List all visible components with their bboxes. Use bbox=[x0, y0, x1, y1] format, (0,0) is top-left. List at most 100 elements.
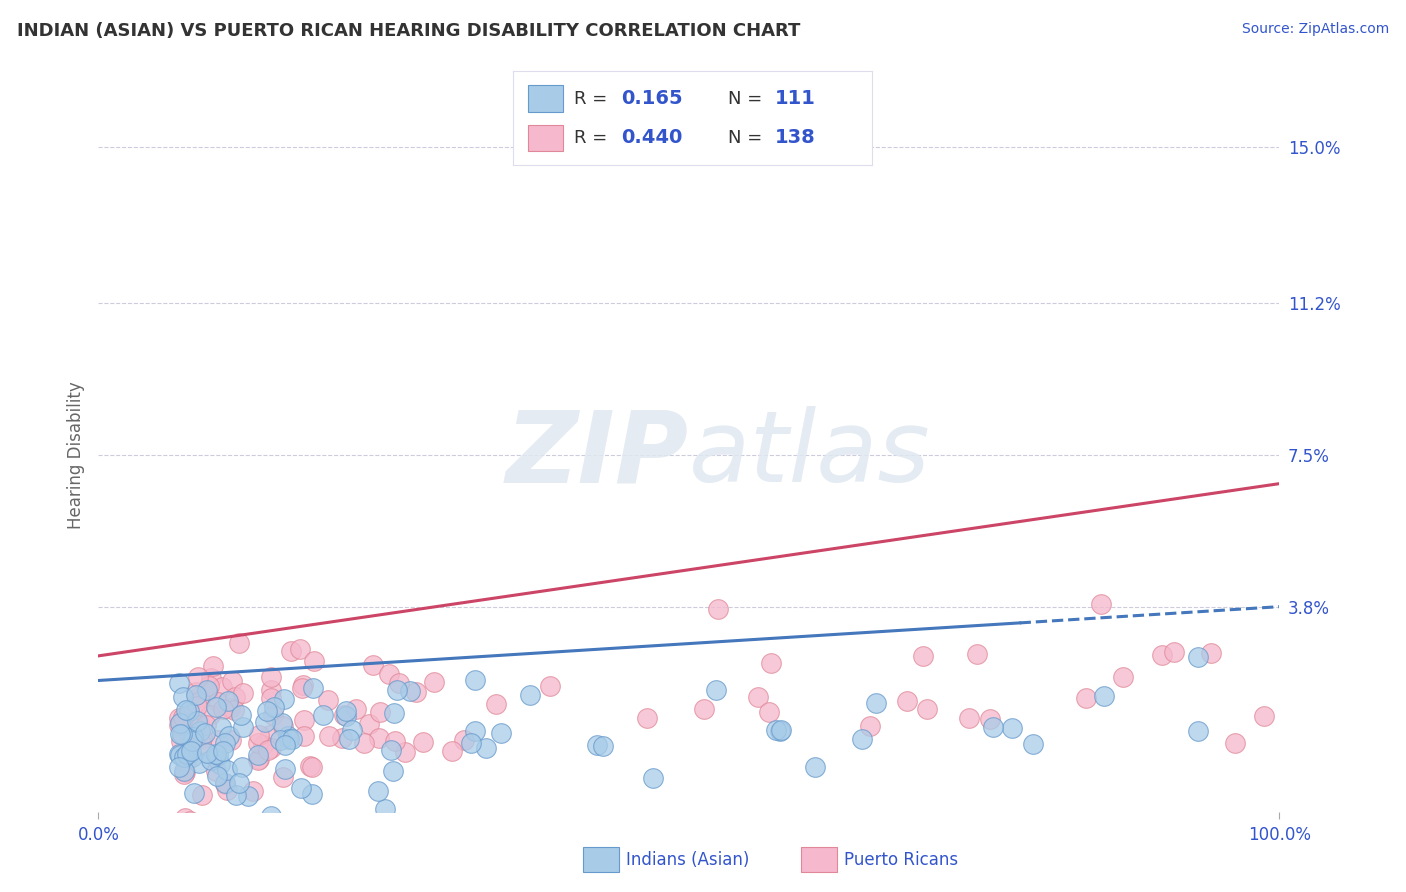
Point bbox=[352, 722, 374, 736]
Point bbox=[110, 719, 132, 733]
Point bbox=[145, 668, 167, 682]
Point bbox=[969, 578, 991, 592]
Point bbox=[502, 548, 524, 562]
Point bbox=[97, 599, 120, 614]
Point bbox=[1008, 435, 1031, 450]
Point bbox=[820, 525, 842, 540]
Point bbox=[90, 634, 112, 648]
Point bbox=[163, 594, 186, 608]
Point bbox=[121, 530, 143, 544]
Point bbox=[183, 666, 205, 681]
Text: ZIP: ZIP bbox=[506, 407, 689, 503]
Point bbox=[94, 626, 117, 640]
Point bbox=[112, 624, 135, 638]
Point bbox=[690, 633, 713, 648]
Point bbox=[148, 709, 170, 723]
Text: Puerto Ricans: Puerto Ricans bbox=[844, 851, 957, 869]
Point bbox=[115, 710, 138, 724]
Point bbox=[1080, 407, 1102, 421]
Point bbox=[475, 615, 498, 630]
Point bbox=[100, 700, 122, 714]
Point bbox=[146, 609, 169, 624]
Point bbox=[349, 637, 371, 651]
Point bbox=[662, 543, 685, 558]
Point bbox=[918, 558, 941, 572]
Point bbox=[163, 556, 186, 570]
Point bbox=[141, 632, 163, 646]
Point bbox=[655, 549, 678, 564]
Point bbox=[156, 537, 179, 551]
Point bbox=[146, 648, 169, 663]
Point bbox=[160, 705, 183, 719]
Point bbox=[120, 747, 142, 761]
Point bbox=[551, 650, 574, 665]
Point bbox=[105, 579, 128, 593]
Point bbox=[613, 577, 636, 591]
Point bbox=[103, 658, 125, 673]
Point bbox=[172, 610, 194, 624]
Point bbox=[100, 607, 122, 621]
Point bbox=[104, 687, 127, 701]
Point bbox=[141, 620, 163, 634]
Point bbox=[831, 607, 853, 622]
Point bbox=[138, 682, 160, 697]
Point bbox=[149, 662, 172, 676]
Point bbox=[94, 783, 117, 797]
Point bbox=[1002, 514, 1025, 528]
Point bbox=[111, 650, 134, 665]
Point bbox=[416, 627, 439, 641]
Point bbox=[108, 712, 131, 726]
Point bbox=[98, 619, 121, 633]
Point bbox=[169, 632, 191, 646]
Point bbox=[654, 655, 676, 669]
Point bbox=[139, 596, 162, 610]
Point bbox=[98, 645, 121, 659]
Point bbox=[90, 659, 112, 673]
Point bbox=[114, 730, 136, 744]
Point bbox=[89, 637, 111, 651]
Point bbox=[1095, 646, 1118, 660]
Point bbox=[127, 747, 149, 762]
Point bbox=[157, 589, 180, 603]
Point bbox=[846, 580, 869, 594]
Point bbox=[253, 582, 276, 597]
Point bbox=[1212, 561, 1234, 575]
Point bbox=[96, 668, 118, 682]
Y-axis label: Hearing Disability: Hearing Disability bbox=[66, 381, 84, 529]
Point bbox=[602, 605, 624, 619]
Point bbox=[124, 600, 146, 615]
Point bbox=[91, 717, 114, 731]
Point bbox=[132, 673, 155, 687]
Point bbox=[538, 637, 561, 651]
Point bbox=[468, 667, 491, 681]
Point bbox=[100, 612, 122, 626]
Point bbox=[1018, 640, 1040, 655]
Point bbox=[157, 640, 180, 654]
Point bbox=[132, 695, 155, 709]
Point bbox=[112, 592, 135, 607]
Point bbox=[91, 691, 114, 706]
Text: R =: R = bbox=[574, 89, 613, 108]
Point bbox=[207, 681, 229, 696]
Point bbox=[98, 577, 121, 591]
Point bbox=[104, 599, 127, 613]
Text: 0.440: 0.440 bbox=[621, 128, 682, 147]
Point bbox=[1114, 518, 1136, 533]
Point bbox=[124, 706, 146, 721]
Point bbox=[100, 655, 122, 669]
Point bbox=[146, 721, 169, 735]
Point bbox=[267, 658, 290, 673]
Point bbox=[527, 636, 550, 650]
Point bbox=[150, 541, 173, 556]
Bar bbox=[527, 86, 564, 112]
Point bbox=[758, 533, 780, 547]
Point bbox=[91, 714, 114, 728]
Point bbox=[132, 696, 155, 710]
Point bbox=[758, 574, 780, 589]
Point bbox=[710, 578, 733, 592]
Point bbox=[388, 480, 411, 494]
Point bbox=[115, 613, 138, 627]
Point bbox=[172, 662, 194, 676]
Point bbox=[1042, 594, 1064, 608]
Point bbox=[416, 558, 439, 572]
